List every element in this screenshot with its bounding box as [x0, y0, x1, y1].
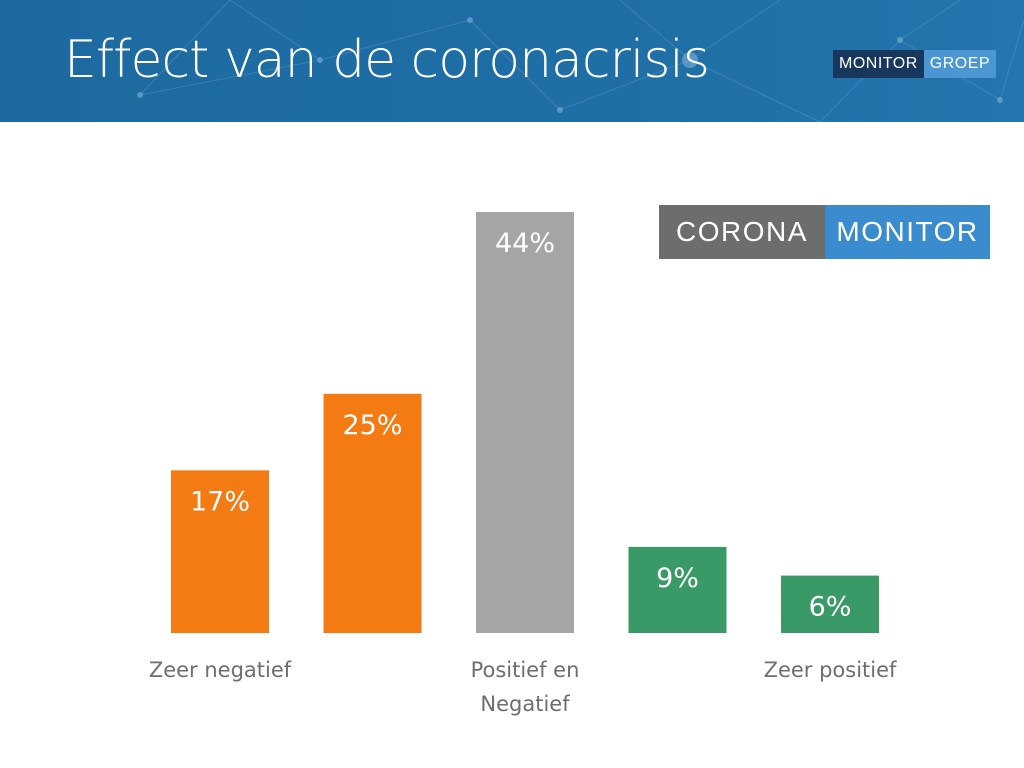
category-label-2-1: Negatief — [480, 692, 570, 716]
corona-monitor-badge: CORONA MONITOR — [659, 205, 990, 259]
category-label-2-0: Positief en — [471, 658, 580, 682]
page-title: Effect van de coronacrisis — [64, 30, 710, 90]
category-label-0-0: Zeer negatief — [149, 658, 292, 682]
header-banner: Effect van de coronacrisis MONITOR GROEP — [0, 0, 1024, 122]
bar-3 — [628, 546, 727, 633]
logo-groep-text: GROEP — [923, 50, 997, 78]
badge-monitor-text: MONITOR — [825, 205, 990, 259]
bar-1 — [323, 393, 422, 633]
badge-corona-text: CORONA — [659, 205, 825, 259]
bar-value-label-4: 6% — [809, 592, 852, 623]
bar-2 — [476, 212, 574, 633]
bar-4 — [781, 575, 879, 633]
bar-value-label-1: 25% — [342, 410, 402, 441]
logo-monitor-text: MONITOR — [833, 50, 924, 78]
bar-value-label-0: 17% — [190, 486, 250, 517]
bar-value-label-3: 9% — [656, 563, 699, 594]
monitor-groep-logo: MONITOR GROEP — [833, 50, 997, 78]
bar-value-label-2: 44% — [495, 228, 555, 259]
bar-0 — [171, 470, 269, 633]
category-label-4-0: Zeer positief — [764, 658, 897, 682]
